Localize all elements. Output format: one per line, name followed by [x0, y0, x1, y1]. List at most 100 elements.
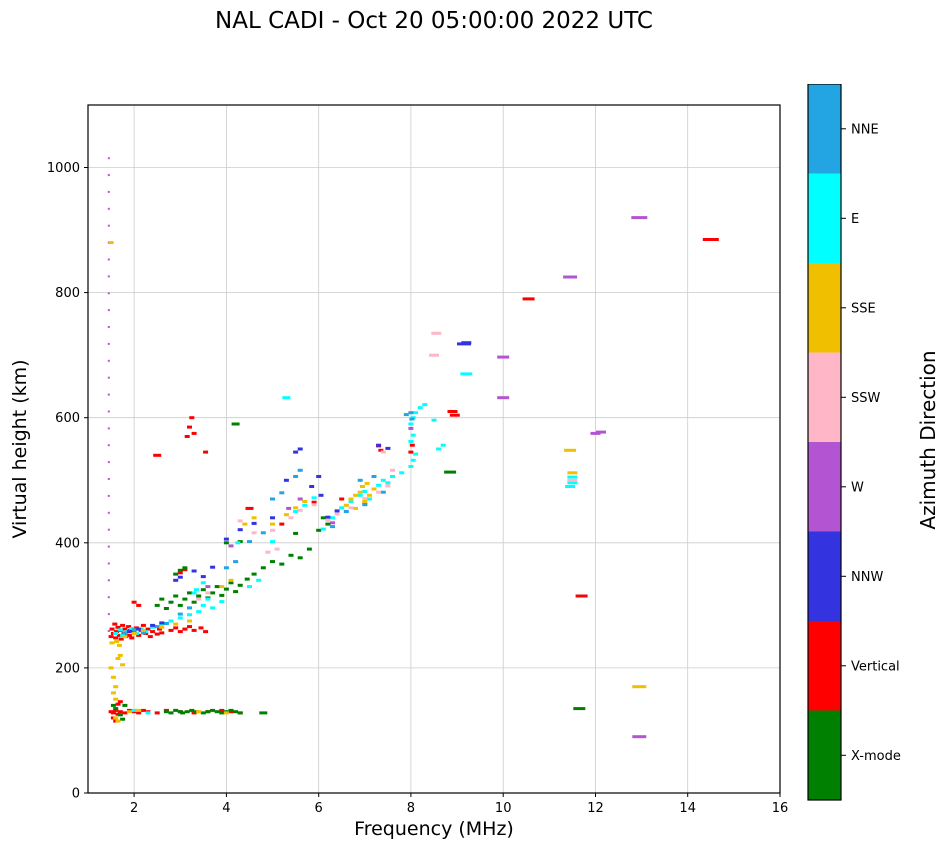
- data-point: [385, 484, 391, 488]
- data-point: [302, 500, 308, 503]
- data-point: [348, 500, 354, 503]
- colorbar-label: Azimuth Direction: [916, 350, 940, 530]
- data-point: [408, 426, 414, 430]
- data-point: [177, 603, 183, 607]
- data-point: [129, 636, 135, 640]
- data-point: [115, 702, 121, 706]
- data-point: [590, 431, 601, 435]
- data-point: [385, 481, 391, 485]
- data-point: [107, 478, 110, 480]
- data-point: [117, 653, 123, 657]
- data-point: [330, 516, 335, 520]
- data-point: [497, 396, 510, 400]
- data-point: [115, 625, 121, 629]
- data-point: [120, 717, 126, 721]
- data-point: [334, 509, 340, 513]
- data-point: [196, 594, 202, 598]
- data-point: [168, 600, 174, 604]
- colorbar-tick-label: SSW: [851, 391, 881, 406]
- data-point: [153, 453, 162, 457]
- data-point: [362, 496, 368, 500]
- data-point: [564, 448, 577, 452]
- data-point: [140, 708, 146, 712]
- data-point: [107, 207, 110, 210]
- data-point: [259, 711, 268, 715]
- data-point: [378, 448, 384, 452]
- data-point: [251, 516, 257, 520]
- data-point: [159, 625, 165, 629]
- data-point: [177, 571, 183, 575]
- data-point: [107, 224, 110, 227]
- data-point: [168, 619, 174, 623]
- data-point: [131, 708, 137, 712]
- data-point: [282, 396, 291, 400]
- data-point: [150, 625, 156, 629]
- data-point: [177, 612, 183, 616]
- data-point: [110, 711, 116, 715]
- data-point: [422, 403, 428, 407]
- data-point: [108, 635, 114, 639]
- colorbar-segment-E: [808, 173, 841, 263]
- data-point: [318, 493, 324, 497]
- data-point: [219, 585, 225, 589]
- data-point: [107, 461, 110, 464]
- data-point: [107, 326, 110, 328]
- colorbar-segment-NNW: [808, 531, 841, 621]
- data-point: [180, 711, 186, 715]
- data-point: [362, 490, 368, 493]
- colorbar-tick-label: W: [851, 480, 864, 495]
- data-point: [251, 521, 257, 525]
- data-point: [596, 430, 606, 434]
- data-point: [114, 640, 120, 644]
- data-point: [366, 497, 372, 501]
- data-point: [113, 708, 119, 712]
- data-point: [116, 643, 122, 647]
- data-point: [196, 597, 202, 601]
- data-point: [210, 565, 216, 569]
- data-point: [182, 566, 188, 570]
- data-point: [279, 562, 285, 566]
- data-point: [417, 406, 423, 410]
- data-point: [413, 411, 418, 415]
- x-tick-label: 10: [495, 801, 512, 816]
- data-point: [247, 585, 252, 589]
- colorbar-segment-NNE: [808, 84, 841, 174]
- data-point: [223, 537, 229, 541]
- colorbar-tick-label: Vertical: [851, 659, 900, 674]
- data-point: [311, 496, 317, 500]
- data-point: [237, 583, 243, 587]
- data-point: [107, 410, 110, 413]
- data-point: [286, 506, 292, 510]
- data-point: [173, 708, 179, 712]
- data-point: [353, 493, 359, 497]
- colorbar: NNE E SSE SSW W NNW Vertical X-mode: [807, 84, 901, 801]
- data-point: [113, 716, 119, 720]
- x-axis-label: Frequency (MHz): [354, 818, 514, 840]
- data-point: [371, 475, 377, 478]
- data-point: [117, 710, 123, 714]
- data-point: [219, 711, 225, 715]
- data-point: [113, 632, 119, 635]
- data-point: [203, 450, 209, 454]
- data-point: [357, 478, 363, 482]
- data-point: [107, 545, 110, 548]
- data-point: [408, 465, 414, 468]
- data-point: [159, 597, 165, 601]
- data-point: [260, 531, 266, 535]
- colorbar-tick-label: SSE: [851, 301, 876, 316]
- data-point: [297, 497, 303, 501]
- data-point: [334, 512, 340, 516]
- data-point: [150, 623, 156, 627]
- data-point: [205, 597, 211, 601]
- data-point: [140, 628, 146, 632]
- data-point: [159, 621, 165, 625]
- data-point: [114, 630, 120, 634]
- data-point: [189, 708, 195, 712]
- data-point: [118, 637, 124, 641]
- data-point: [219, 593, 225, 597]
- data-point: [449, 413, 460, 417]
- data-point: [223, 587, 229, 591]
- data-point: [182, 597, 188, 601]
- data-point: [567, 471, 578, 475]
